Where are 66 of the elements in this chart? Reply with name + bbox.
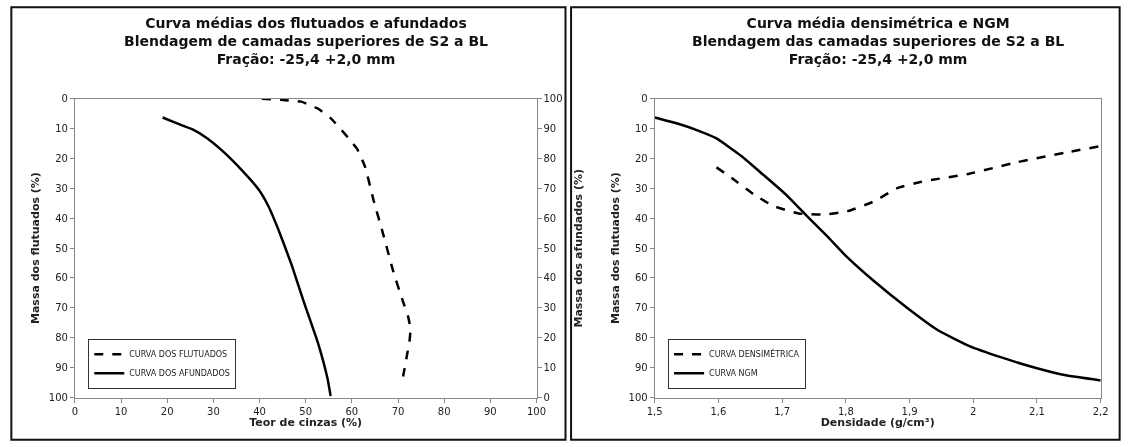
y2-axis-title: Massa dos afundados (%) <box>572 168 586 328</box>
y-tick-label: 0 <box>61 93 68 105</box>
legend-label: CURVA DENSIMÉTRICA <box>709 348 800 360</box>
y-tick-label: 80 <box>55 332 68 344</box>
y-tick-label: 90 <box>634 362 648 374</box>
y-tick-label: 50 <box>634 242 648 254</box>
y2-tick-label: 100 <box>543 93 563 105</box>
x-tick-label: 100 <box>526 405 547 417</box>
legend-label: CURVA DOS AFUNDADOS <box>129 369 230 379</box>
y2-tick-label: 80 <box>543 152 557 164</box>
legend-label: CURVA NGM <box>709 369 758 379</box>
y2-tick-label: 0 <box>543 392 550 404</box>
y-tick-label: 60 <box>634 272 648 284</box>
y-tick-label: 90 <box>55 362 68 374</box>
line-series <box>654 116 1101 382</box>
y-tick-label: 10 <box>634 123 648 135</box>
y2-tick-label: 20 <box>543 332 557 344</box>
y-tick-label: 70 <box>634 302 648 314</box>
line-series <box>260 98 412 378</box>
x-tick-label: 1,9 <box>901 405 918 417</box>
y2-tick-label: 70 <box>543 182 557 194</box>
x-tick-label: 60 <box>345 405 359 417</box>
y-tick-label: 70 <box>55 302 68 314</box>
x-tick-label: 40 <box>253 405 266 417</box>
x-tick-label: 30 <box>207 405 220 417</box>
x-tick-label: 20 <box>160 405 174 417</box>
legend-label: CURVA DOS FLUTUADOS <box>129 350 228 360</box>
x-tick-label: 1,8 <box>837 405 854 417</box>
y-axis-title: Massa dos flutuados (%) <box>609 172 623 325</box>
x-tick-label: 50 <box>299 405 313 417</box>
y-tick-label: 0 <box>641 93 648 105</box>
x-tick-label: 70 <box>391 405 405 417</box>
y-tick-label: 40 <box>634 212 648 224</box>
y-axis-title: Massa dos flutuados (%) <box>29 172 43 325</box>
y-tick-label: 100 <box>628 392 648 404</box>
line-series <box>161 116 332 398</box>
y-tick-label: 100 <box>48 392 68 404</box>
y-tick-label: 40 <box>55 212 68 224</box>
x-axis-title: Densidade (g/cm³) <box>820 416 935 430</box>
y2-tick-label: 10 <box>543 362 557 374</box>
x-tick-label: 90 <box>483 405 497 417</box>
y-tick-label: 20 <box>55 152 68 164</box>
chart-title: Curva média densimétrica e NGM Blendagem das camadas superiores de S2 a BL Fração: -25,4 +2,0 mm <box>692 15 1065 68</box>
y2-tick-label: 50 <box>543 242 557 254</box>
x-tick-label: 1,5 <box>646 405 663 417</box>
y-tick-label: 20 <box>634 152 648 164</box>
x-axis-title: Teor de cinzas (%) <box>249 416 363 430</box>
y-tick-label: 50 <box>55 242 68 254</box>
x-tick-label: 1,7 <box>774 405 791 417</box>
y2-tick-label: 40 <box>543 272 557 284</box>
y2-tick-label: 30 <box>543 302 557 314</box>
y-tick-label: 80 <box>634 332 648 344</box>
x-tick-label: 2,1 <box>1029 405 1045 417</box>
x-tick-label: 2 <box>970 405 977 417</box>
y-tick-label: 10 <box>55 123 68 135</box>
y2-tick-label: 60 <box>543 212 557 224</box>
y-tick-label: 60 <box>55 272 68 284</box>
x-tick-label: 2,2 <box>1092 405 1109 417</box>
x-tick-label: 80 <box>437 405 451 417</box>
y2-tick-label: 90 <box>543 123 557 135</box>
chart-title: Curva médias dos flutuados e afundados Blendagem de camadas superiores de S2 a BL Fração: -25,4 +2,0 mm <box>124 15 489 68</box>
x-tick-label: 0 <box>71 405 79 417</box>
y-tick-label: 30 <box>55 182 68 194</box>
y-tick-label: 30 <box>634 182 648 194</box>
x-tick-label: 1,6 <box>710 405 727 417</box>
x-tick-label: 10 <box>114 405 128 417</box>
